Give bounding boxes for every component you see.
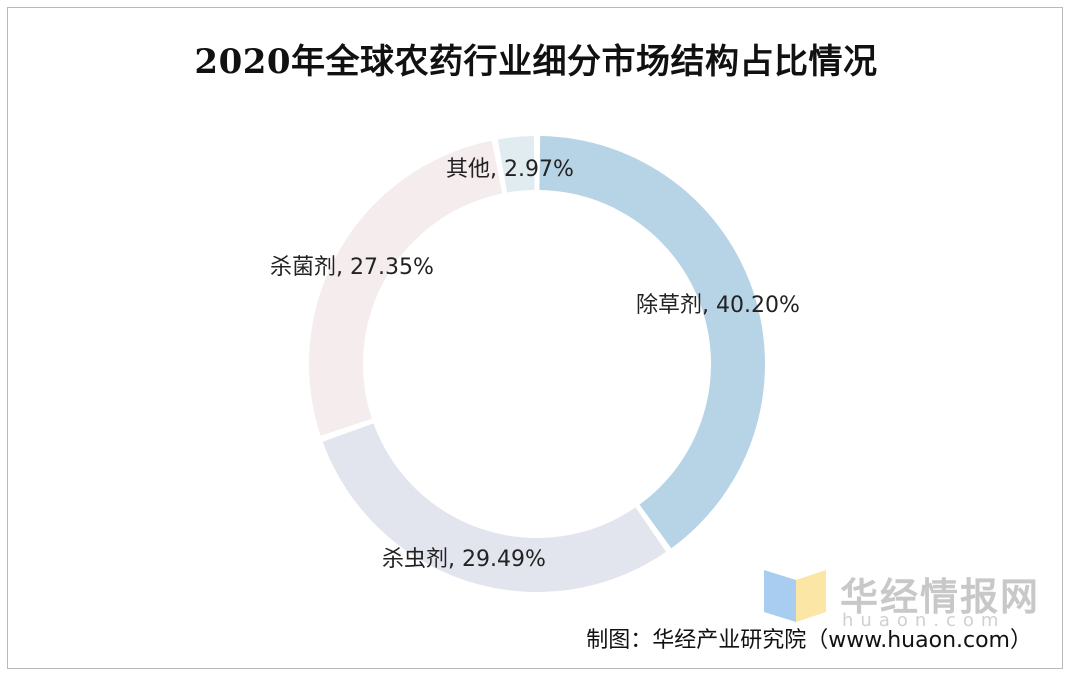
watermark: 华经情报网 huaon.com — [762, 566, 1052, 631]
watermark-brand: 华经情报网 — [840, 575, 1041, 619]
data-label-杀菌剂: 杀菌剂, 27.35% — [270, 255, 434, 280]
slice-其他 — [497, 136, 535, 193]
data-label-杀虫剂: 杀虫剂, 29.49% — [382, 547, 546, 572]
watermark-logo-icon — [764, 570, 826, 622]
slice-杀菌剂 — [309, 140, 503, 436]
data-label-除草剂: 除草剂, 40.20% — [636, 293, 800, 318]
slice-杀虫剂 — [322, 423, 667, 592]
watermark-url: huaon.com — [842, 610, 1006, 631]
data-label-其他: 其他, 2.97% — [446, 157, 574, 182]
source-note: 制图：华经产业研究院（www.huaon.com） — [586, 628, 1032, 653]
slice-除草剂 — [539, 136, 765, 549]
chart-title: 2020年全球农药行业细分市场结构占比情况 — [194, 42, 878, 82]
